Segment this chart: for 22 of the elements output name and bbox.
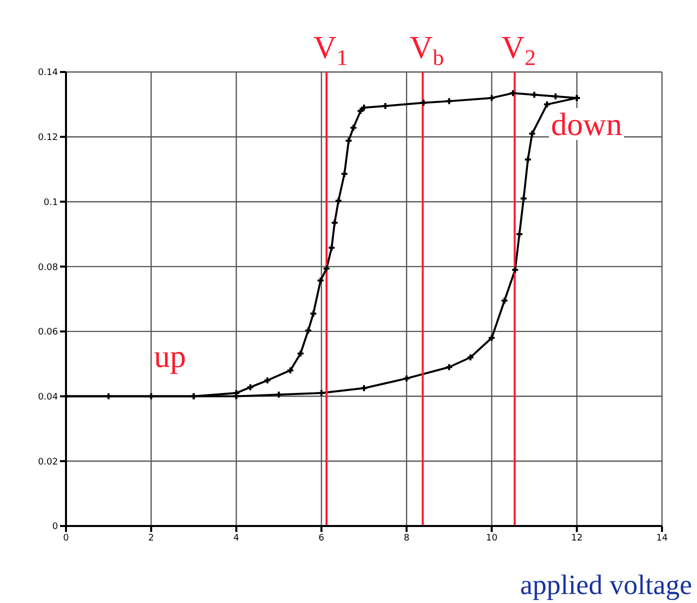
y-tick-label: 0.14 <box>38 68 58 78</box>
x-tick-label: 6 <box>318 533 325 544</box>
x-tick-label: 0 <box>63 533 70 544</box>
y-tick-label: 0.08 <box>38 262 58 273</box>
x-tick-label: 4 <box>233 533 240 544</box>
annotation: up <box>153 338 187 374</box>
x-tick-label: 10 <box>486 533 498 544</box>
x-tick-label: 2 <box>148 533 154 544</box>
y-tick-label: 0.12 <box>38 133 58 144</box>
x-tick-label: 14 <box>656 533 668 544</box>
y-tick-label: 0.06 <box>38 328 58 338</box>
ref-line-label: V$_{1}$ <box>313 29 348 70</box>
ref-line-label: V$_{b}$ <box>410 29 444 70</box>
annotation: down <box>549 106 624 142</box>
ref-line-label: V$_{2}$ <box>502 29 536 70</box>
y-tick-label: 0 <box>52 522 58 532</box>
y-tick-label: 0.02 <box>38 457 58 468</box>
y-tick-label: 0.1 <box>44 198 58 208</box>
x-tick-label: 8 <box>404 533 410 544</box>
y-tick-label: 0.04 <box>38 392 58 402</box>
x-tick-label: 12 <box>571 533 583 544</box>
x-axis-title: applied voltage <box>520 570 692 601</box>
